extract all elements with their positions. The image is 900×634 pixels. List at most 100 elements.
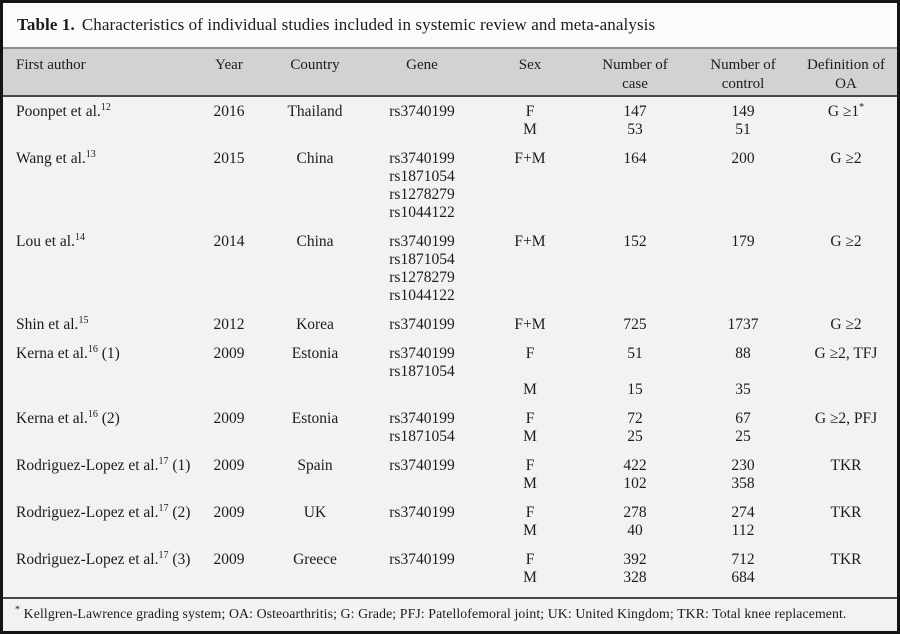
oa-text: G ≥2 <box>830 233 862 250</box>
cell-line: F+M <box>514 316 546 333</box>
cell-country: Korea <box>296 316 334 333</box>
cell-line: 40 <box>627 522 643 539</box>
column-header-sex: Sex <box>481 56 579 95</box>
column-header-line: Number of <box>602 57 668 73</box>
table-row: Kerna et al.16 (2) 2009 Estonia rs3740199 rs… <box>3 404 897 451</box>
cell-line: 149 <box>731 103 755 120</box>
column-header-year: Year <box>191 56 267 95</box>
table-row: Kerna et al.16 (1) 2009 Estonia rs3740199 rs… <box>3 339 897 404</box>
cell-line: F <box>525 504 535 521</box>
author-name: Wang et al. <box>16 150 86 167</box>
cell-line: rs3740199 <box>389 103 455 120</box>
table-body: Poonpet et al.12 2016 Thailand rs3740199 F M 1… <box>3 97 897 592</box>
table-row: Wang et al.13 2015 China rs3740199 rs1871054… <box>3 144 897 227</box>
column-header-line: Number of <box>710 57 776 73</box>
cell-definition-oa: G ≥2, TFJ <box>795 345 897 399</box>
column-header-case: Number of case <box>579 56 691 95</box>
cell-case: 147 53 <box>579 103 691 139</box>
cell-year: 2009 <box>213 410 245 427</box>
cell-definition-oa: TKR <box>795 551 897 587</box>
cell-year: 2009 <box>213 345 245 362</box>
column-header-control: Number of control <box>691 56 795 95</box>
oa-text: G ≥2 <box>830 316 862 333</box>
cell-gene: rs3740199 <box>363 457 481 493</box>
cell-control: 88 35 <box>691 345 795 399</box>
citation-superscript: 17 <box>158 502 169 514</box>
cell-case: 72 25 <box>579 410 691 446</box>
cell-first-author: Kerna et al.16 (2) <box>3 408 191 446</box>
footnote-text: Kellgren-Lawrence grading system; OA: Os… <box>23 606 847 621</box>
cell-line: rs1871054 <box>389 428 455 445</box>
cell-year: 2009 <box>213 457 245 474</box>
cell-year: 2009 <box>213 551 245 568</box>
author-suffix: (1) <box>97 345 120 362</box>
cell-definition-oa: G ≥1* <box>795 101 897 139</box>
oa-text: TKR <box>830 457 862 474</box>
cell-gene: rs3740199 <box>363 316 481 334</box>
table-row: Rodriguez-Lopez et al.17 (1) 2009 Spain rs3… <box>3 451 897 498</box>
cell-line: 51 <box>735 121 751 138</box>
column-header-line: case <box>622 76 648 92</box>
cell-control: 274 112 <box>691 504 795 540</box>
cell-country: UK <box>303 504 327 521</box>
table-caption: Table 1. Characteristics of individual s… <box>3 3 897 47</box>
author-name: Shin et al. <box>16 316 79 333</box>
cell-first-author: Poonpet et al.12 <box>3 102 191 139</box>
author-name: Lou et al. <box>16 233 75 250</box>
cell-sex: F+M <box>481 233 579 305</box>
citation-superscript: 15 <box>78 314 89 326</box>
cell-line: rs1044122 <box>389 287 455 304</box>
column-header-line: Country <box>290 57 340 73</box>
author-name: Kerna et al. <box>16 345 88 362</box>
cell-control: 179 <box>691 233 795 305</box>
cell-gene: rs3740199 rs1871054 <box>363 345 481 399</box>
cell-line: F+M <box>514 150 546 167</box>
cell-line: 684 <box>731 569 755 586</box>
cell-definition-oa: G ≥2 <box>795 316 897 334</box>
cell-line: 53 <box>627 121 643 138</box>
cell-line: 712 <box>731 551 755 568</box>
cell-sex: F+M <box>481 150 579 222</box>
cell-country: China <box>296 150 334 167</box>
cell-line: 147 <box>623 103 647 120</box>
cell-sex: F+M <box>481 316 579 334</box>
cell-case: 725 <box>579 316 691 334</box>
cell-line: M <box>523 428 537 445</box>
cell-definition-oa: G ≥2 <box>795 150 897 222</box>
oa-text: G ≥2, PFJ <box>814 410 878 427</box>
author-suffix: (2) <box>97 410 120 427</box>
cell-line <box>579 363 691 381</box>
cell-year: 2016 <box>213 103 245 120</box>
cell-line: rs3740199 <box>389 410 455 427</box>
cell-gene: rs3740199 <box>363 103 481 139</box>
cell-line: 67 <box>735 410 751 427</box>
column-header-country: Country <box>267 56 363 95</box>
cell-definition-oa: TKR <box>795 504 897 540</box>
oa-text: G ≥1 <box>827 103 860 120</box>
citation-superscript: 16 <box>87 408 98 420</box>
author-name: Poonpet et al. <box>16 103 101 120</box>
oa-text: TKR <box>830 551 862 568</box>
cell-line: 72 <box>627 410 643 427</box>
author-name: Rodriguez-Lopez et al. <box>16 551 159 568</box>
cell-line: 358 <box>731 475 755 492</box>
author-suffix: (2) <box>168 504 191 521</box>
cell-line: rs1278279 <box>389 269 455 286</box>
cell-year: 2015 <box>213 150 245 167</box>
cell-control: 712 684 <box>691 551 795 587</box>
cell-line: 230 <box>731 457 755 474</box>
cell-line: 15 <box>627 381 643 398</box>
cell-line: F <box>525 103 535 120</box>
cell-case: 51 15 <box>579 345 691 399</box>
cell-line: 25 <box>627 428 643 445</box>
cell-definition-oa: G ≥2 <box>795 233 897 305</box>
cell-case: 164 <box>579 150 691 222</box>
column-header-author: First author <box>3 56 191 95</box>
cell-gene: rs3740199 <box>363 504 481 540</box>
column-header-line: First author <box>16 57 86 73</box>
oa-superscript: * <box>859 101 865 113</box>
cell-line: rs3740199 <box>389 233 455 250</box>
cell-line: 164 <box>623 150 647 167</box>
